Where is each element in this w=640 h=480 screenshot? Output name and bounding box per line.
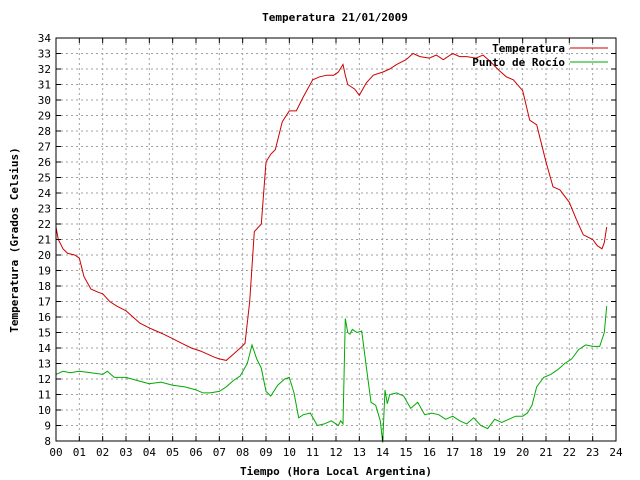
x-tick-label: 13: [353, 446, 366, 459]
legend-label: Punto de Rocío: [472, 56, 565, 69]
y-tick-label: 23: [38, 203, 51, 216]
x-axis-label: Tiempo (Hora Local Argentina): [240, 465, 432, 478]
legend-label: Temperatura: [492, 42, 565, 55]
x-tick-label: 23: [586, 446, 599, 459]
y-tick-label: 18: [38, 280, 51, 293]
y-tick-label: 25: [38, 172, 51, 185]
y-tick-label: 10: [38, 404, 51, 417]
x-tick-label: 24: [609, 446, 623, 459]
y-tick-label: 9: [44, 420, 51, 433]
grid-lines: [56, 38, 616, 441]
x-tick-label: 18: [469, 446, 482, 459]
x-tick-label: 04: [143, 446, 157, 459]
y-tick-label: 33: [38, 48, 51, 61]
x-tick-label: 12: [329, 446, 342, 459]
x-tick-label: 11: [306, 446, 319, 459]
chart-title: Temperatura 21/01/2009: [262, 11, 408, 24]
y-tick-label: 32: [38, 63, 51, 76]
y-tick-label: 21: [38, 234, 51, 247]
series-line-1: [55, 52, 608, 361]
y-tick-label: 27: [38, 141, 51, 154]
x-tick-label: 16: [423, 446, 436, 459]
y-tick-label: 34: [38, 32, 52, 45]
x-tick-label: 14: [376, 446, 390, 459]
x-tick-label: 07: [213, 446, 226, 459]
x-tick-label: 21: [539, 446, 552, 459]
y-tick-label: 20: [38, 249, 51, 262]
x-tick-label: 17: [446, 446, 459, 459]
y-tick-label: 24: [38, 187, 52, 200]
x-tick-label: 20: [516, 446, 529, 459]
x-tick-label: 00: [49, 446, 62, 459]
y-tick-label: 13: [38, 358, 51, 371]
y-tick-label: 22: [38, 218, 51, 231]
y-tick-label: 31: [38, 79, 51, 92]
x-axis: 00 01 02 03 04 05 06 07 08 09 10 11 12 13 14 15 16 17 18 19…: [49, 38, 623, 459]
y-tick-label: 26: [38, 156, 51, 169]
x-tick-label: 02: [96, 446, 109, 459]
x-tick-label: 10: [283, 446, 296, 459]
y-tick-label: 30: [38, 94, 51, 107]
y-tick-label: 29: [38, 110, 51, 123]
y-tick-label: 15: [38, 327, 51, 340]
x-tick-label: 22: [563, 446, 576, 459]
y-tick-label: 28: [38, 125, 51, 138]
x-tick-label: 06: [189, 446, 202, 459]
y-tick-label: 16: [38, 311, 51, 324]
x-tick-label: 05: [166, 446, 179, 459]
x-tick-label: 03: [119, 446, 132, 459]
series-layer: [55, 52, 608, 443]
y-axis: 8 9 10 11 12 13 14 15 16 17 18 19 20 21 22 23 24 25 26 27 28…: [38, 32, 616, 448]
y-axis-label: Temperatura (Grados Celsius): [8, 147, 21, 332]
x-tick-label: 15: [399, 446, 412, 459]
y-tick-label: 19: [38, 265, 51, 278]
y-tick-label: 11: [38, 389, 51, 402]
series-line-2: [55, 306, 608, 443]
y-tick-label: 8: [44, 435, 51, 448]
y-tick-label: 17: [38, 296, 51, 309]
x-tick-label: 19: [493, 446, 506, 459]
x-tick-label: 09: [259, 446, 272, 459]
x-tick-label: 01: [73, 446, 86, 459]
y-tick-label: 12: [38, 373, 51, 386]
y-tick-label: 14: [38, 342, 52, 355]
x-tick-label: 08: [236, 446, 249, 459]
